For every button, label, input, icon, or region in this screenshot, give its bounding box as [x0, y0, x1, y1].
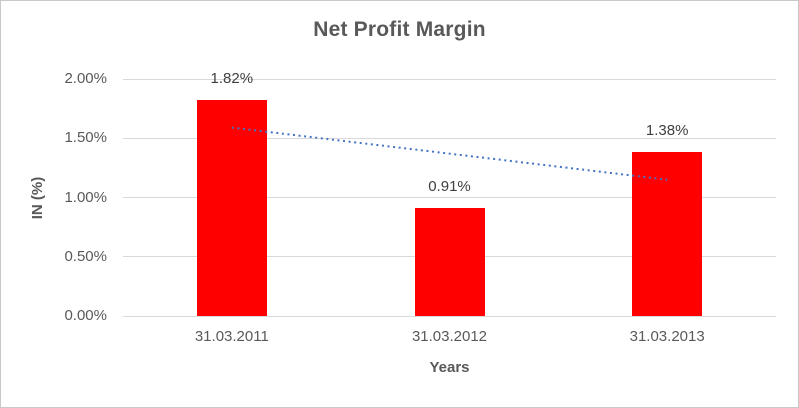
- x-axis-title: Years: [429, 359, 470, 376]
- trendline: [231, 126, 668, 181]
- gridline: [123, 197, 776, 198]
- x-tick-label: 31.03.2011: [194, 328, 269, 345]
- y-tick-label: 0.50%: [64, 247, 107, 265]
- bar-data-label: 1.38%: [645, 122, 689, 140]
- bar: [414, 208, 485, 316]
- x-tick-label: 31.03.2013: [629, 328, 705, 345]
- y-tick-label: 0.00%: [64, 307, 107, 324]
- bar-data-label: 1.82%: [210, 70, 254, 88]
- y-tick-label: 1.50%: [64, 129, 107, 147]
- bar-data-label: 0.91%: [428, 178, 471, 196]
- x-tick-label: 31.03.2012: [411, 328, 488, 345]
- bar: [196, 100, 267, 316]
- gridline: [123, 315, 776, 317]
- chart-title: Net Profit Margin: [313, 18, 486, 41]
- gridline: [123, 78, 776, 80]
- y-tick-label: 1.00%: [64, 188, 107, 206]
- y-tick-label: 2.00%: [64, 70, 107, 87]
- bar: [632, 152, 703, 316]
